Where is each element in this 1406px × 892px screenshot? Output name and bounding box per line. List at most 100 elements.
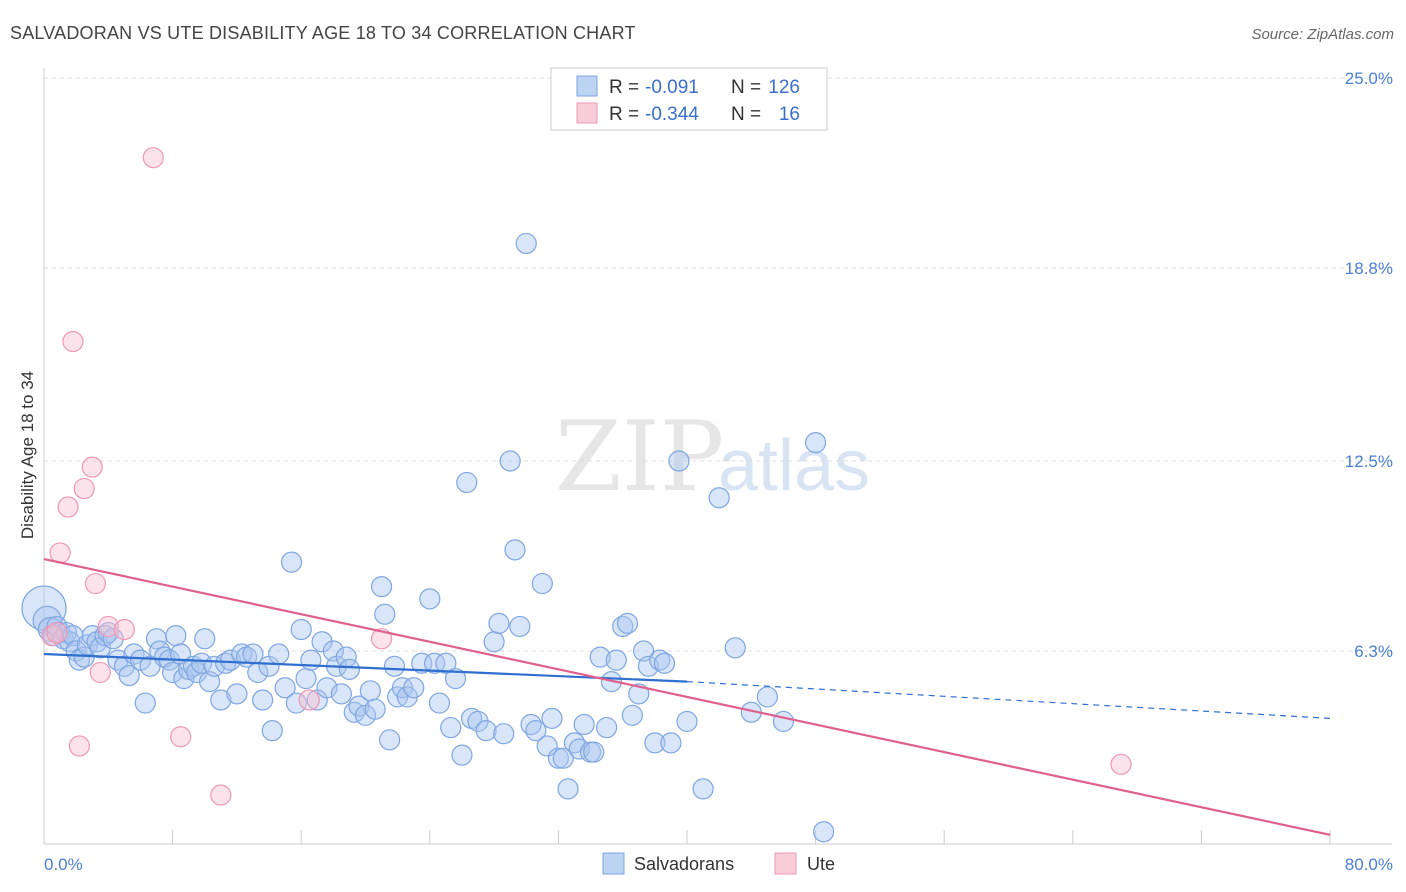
salvadorans-point <box>403 677 425 699</box>
salvadorans-point <box>772 710 795 733</box>
y-tick-labels: 6.3% 12.5% 18.8% 25.0% <box>1345 69 1393 661</box>
salvadorans-point <box>621 704 643 726</box>
ute-point <box>97 615 119 638</box>
ute-point <box>68 735 90 757</box>
x-tick-label: 80.0% <box>1345 855 1393 874</box>
ute-point <box>89 661 111 684</box>
salvadorans-point <box>285 692 307 714</box>
salvadorans-point <box>552 747 574 769</box>
watermark-zip: ZIP <box>555 401 724 513</box>
salvadorans-point <box>467 710 489 733</box>
salvadorans-point <box>637 655 660 677</box>
salvadorans-point <box>644 732 666 754</box>
salvadorans-point <box>311 631 333 653</box>
legend-r-value: -0.091 <box>645 77 699 98</box>
salvadorans-point <box>435 652 457 674</box>
legend-swatch-ute <box>576 102 598 124</box>
salvadorans-point <box>428 692 451 714</box>
salvadorans-point <box>583 741 605 763</box>
salvadorans-point <box>499 450 521 472</box>
legend-swatch-salvadorans <box>576 75 598 97</box>
salvadorans-point <box>370 576 393 598</box>
salvadorans-point <box>338 658 361 680</box>
legend-r-label: R = <box>609 77 639 98</box>
ute-point <box>1110 753 1132 775</box>
salvadorans-point <box>118 664 140 687</box>
salvadorans-point <box>813 821 835 843</box>
salvadorans-point <box>194 628 216 650</box>
bottom-legend: Salvadorans Ute <box>602 852 835 875</box>
legend-n-label: N = <box>731 77 761 98</box>
ute-point <box>46 621 68 644</box>
ute-point <box>210 784 232 806</box>
salvadorans-point <box>628 683 650 705</box>
salvadorans-point <box>525 720 547 742</box>
salvadorans-point <box>483 631 505 653</box>
y-tick-label: 6.3% <box>1354 642 1393 661</box>
salvadorans-points <box>21 232 835 843</box>
salvadorans-point <box>268 643 290 665</box>
salvadorans-point <box>488 612 510 634</box>
salvadorans-point <box>531 572 553 595</box>
salvadorans-point <box>295 667 317 690</box>
bottom-legend-label-ute: Ute <box>807 854 835 874</box>
legend-n-value: 16 <box>779 104 800 125</box>
salvadorans-point <box>190 652 213 674</box>
salvadorans-point <box>475 720 497 742</box>
salvadorans-point <box>692 778 714 800</box>
ute-point <box>81 456 103 478</box>
ute-point <box>73 477 95 500</box>
salvadorans-point <box>756 686 778 708</box>
legend: R = -0.091 N = 126 R = -0.344 N = 16 <box>550 67 828 131</box>
salvadorans-point <box>573 713 595 736</box>
bottom-legend-swatch-ute <box>774 852 797 875</box>
salvadorans-point <box>411 652 433 674</box>
x-tick-label: 0.0% <box>44 855 83 874</box>
x-tick-labels: 0.0% 80.0% <box>44 855 1393 874</box>
salvadorans-point <box>290 618 312 641</box>
salvadorans-point <box>379 729 401 751</box>
salvadorans-point <box>653 652 676 674</box>
salvadorans-point <box>330 683 352 705</box>
ute-points <box>41 147 1132 806</box>
salvadorans-point <box>509 615 531 638</box>
ute-point <box>142 147 164 169</box>
watermark-atlas: atlas <box>718 426 870 506</box>
salvadorans-point <box>708 487 730 509</box>
salvadorans-point <box>515 232 537 255</box>
salvadorans-point <box>374 603 396 625</box>
salvadorans-point <box>444 667 467 690</box>
salvadorans-point <box>660 732 682 754</box>
axes <box>43 68 1392 845</box>
watermark: ZIP atlas <box>555 401 870 513</box>
salvadorans-point <box>541 707 563 729</box>
gridlines <box>44 77 1392 652</box>
salvadorans-point <box>557 778 579 800</box>
legend-n-value: 126 <box>768 77 800 98</box>
ute-point <box>298 689 320 711</box>
y-tick-label: 18.8% <box>1345 259 1393 278</box>
salvadorans-point <box>107 649 129 671</box>
salvadorans-point <box>252 689 274 711</box>
ute-point <box>113 618 135 641</box>
salvadorans-point <box>274 677 296 699</box>
salvadorans-point <box>219 649 242 671</box>
ute-point <box>370 628 393 650</box>
ute-trend-line <box>43 557 1331 836</box>
salvadorans-point <box>605 649 627 671</box>
salvadorans-point <box>504 539 526 561</box>
salvadorans-point <box>359 680 381 702</box>
legend-r-value: -0.344 <box>645 104 699 125</box>
trend-lines <box>43 557 1331 836</box>
salvadorans-point <box>364 698 386 720</box>
salvadorans-point <box>280 551 303 573</box>
salvadorans-point <box>424 652 446 674</box>
legend-r-label: R = <box>609 104 639 125</box>
salvadorans-point <box>102 628 124 650</box>
salvadorans-point <box>383 655 406 677</box>
salvadorans-point <box>596 716 618 739</box>
salvadorans-point <box>134 692 156 714</box>
bottom-legend-label-salvadorans: Salvadorans <box>634 854 734 874</box>
salvadorans-point <box>162 661 184 684</box>
